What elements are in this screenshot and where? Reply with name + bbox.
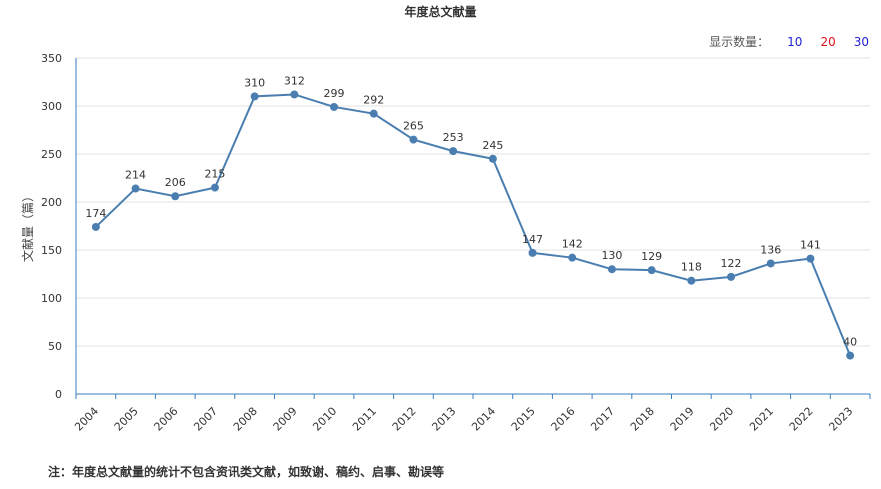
data-label: 174 xyxy=(85,207,106,220)
display-count-controls: 显示数量： 10 20 30 xyxy=(709,33,869,50)
data-point xyxy=(369,109,378,118)
display-count-option-30[interactable]: 30 xyxy=(853,34,869,49)
data-label: 265 xyxy=(403,120,424,133)
x-tick-label: 2023 xyxy=(826,405,855,434)
chart-title: 年度总文献量 xyxy=(404,5,477,19)
x-tick-label: 2022 xyxy=(787,405,816,434)
x-tick-label: 2017 xyxy=(588,405,617,434)
y-tick-label: 200 xyxy=(41,196,62,209)
data-label: 40 xyxy=(843,336,857,349)
x-tick-label: 2014 xyxy=(469,405,498,434)
data-point xyxy=(727,272,736,281)
y-tick-label: 0 xyxy=(55,388,62,401)
data-point xyxy=(330,102,339,111)
data-point xyxy=(131,184,140,193)
x-tick-label: 2007 xyxy=(191,405,220,434)
y-axis-label: 文献量（篇） xyxy=(20,190,35,262)
data-point xyxy=(687,276,696,285)
data-point xyxy=(846,351,855,360)
data-point xyxy=(449,147,458,156)
y-tick-label: 50 xyxy=(48,340,62,353)
data-label: 141 xyxy=(800,239,821,252)
x-tick-label: 2006 xyxy=(152,405,181,434)
data-point xyxy=(766,259,775,268)
data-label: 118 xyxy=(681,261,702,274)
x-tick-label: 2008 xyxy=(231,405,260,434)
data-point xyxy=(568,253,577,262)
y-tick-label: 100 xyxy=(41,292,62,305)
data-point xyxy=(607,265,616,274)
display-count-label: 显示数量： xyxy=(709,35,770,49)
x-tick-label: 2004 xyxy=(72,405,101,434)
x-tick-label: 2011 xyxy=(350,405,379,434)
x-tick-label: 2005 xyxy=(112,405,141,434)
data-label: 310 xyxy=(244,76,265,89)
y-tick-label: 350 xyxy=(41,52,62,65)
x-tick-label: 2009 xyxy=(271,405,300,434)
y-tick-label: 150 xyxy=(41,244,62,257)
data-label: 129 xyxy=(641,250,662,263)
data-point xyxy=(250,92,259,101)
data-label: 214 xyxy=(125,169,146,182)
x-tick-label: 2015 xyxy=(509,405,538,434)
data-label: 245 xyxy=(482,139,503,152)
footnote: 注：年度总文献量的统计不包含资讯类文献，如致谢、稿约、启事、勘误等 xyxy=(48,465,445,479)
series-line xyxy=(95,93,852,356)
data-label: 147 xyxy=(522,233,543,246)
x-tick-label: 2013 xyxy=(429,405,458,434)
y-tick-label: 250 xyxy=(41,148,62,161)
data-label: 130 xyxy=(601,249,622,262)
data-point xyxy=(91,222,100,231)
data-label: 136 xyxy=(760,243,781,256)
x-tick-label: 2019 xyxy=(668,405,697,434)
data-point xyxy=(488,154,497,163)
data-label: 142 xyxy=(562,238,583,251)
data-label: 292 xyxy=(363,94,384,107)
x-tick-label: 2010 xyxy=(310,405,339,434)
x-tick-label: 2021 xyxy=(747,405,776,434)
display-count-option-10[interactable]: 10 xyxy=(787,34,803,49)
x-tick-label: 2016 xyxy=(549,405,578,434)
data-point xyxy=(409,135,418,144)
data-point xyxy=(171,192,180,201)
data-label: 215 xyxy=(204,168,225,181)
display-count-option-20[interactable]: 20 xyxy=(820,34,836,49)
x-tick-label: 2020 xyxy=(707,405,736,434)
data-label: 253 xyxy=(443,131,464,144)
x-tick-label: 2012 xyxy=(390,405,419,434)
x-tick-label: 2018 xyxy=(628,405,657,434)
data-point xyxy=(806,254,815,263)
y-tick-label: 300 xyxy=(41,100,62,113)
data-point xyxy=(210,183,219,192)
data-label: 299 xyxy=(324,87,345,100)
data-point xyxy=(528,248,537,257)
data-point xyxy=(290,90,299,99)
data-label: 206 xyxy=(165,176,186,189)
data-label: 312 xyxy=(284,74,305,87)
data-point xyxy=(647,266,656,275)
data-label: 122 xyxy=(721,257,742,270)
